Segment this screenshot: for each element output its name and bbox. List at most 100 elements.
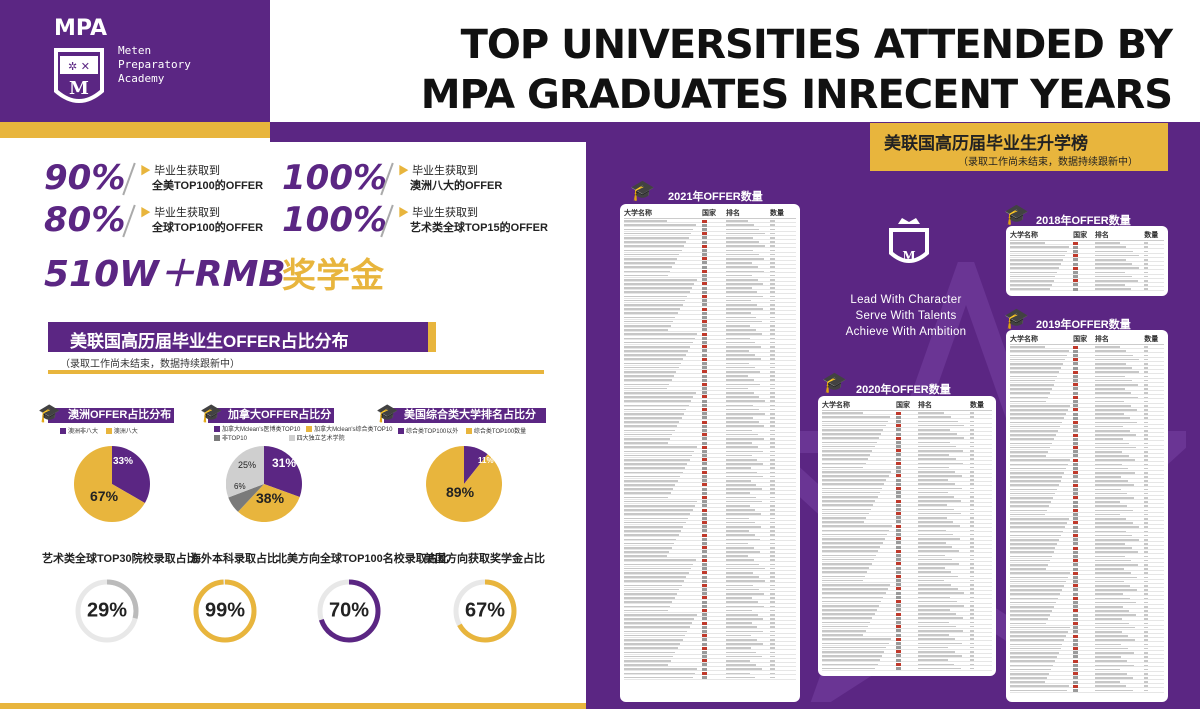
table-cell	[624, 529, 702, 532]
table-cell	[918, 604, 970, 607]
table-cell	[896, 595, 918, 599]
table-cell	[1094, 580, 1144, 583]
table-cell	[970, 512, 992, 515]
table-cell	[1094, 446, 1144, 449]
table-cell	[1144, 433, 1164, 436]
table-row	[822, 570, 992, 575]
table-row	[1010, 667, 1164, 672]
table-cell	[1144, 638, 1164, 642]
table-cell	[726, 525, 770, 528]
table-row	[1010, 550, 1164, 555]
table-row	[822, 411, 992, 416]
table-cell	[702, 642, 726, 646]
table-cell	[1144, 399, 1164, 403]
table-cell	[702, 320, 726, 324]
table-cell	[770, 550, 794, 553]
table-row	[1010, 349, 1164, 354]
table-cell	[1073, 554, 1095, 558]
table-cell	[970, 528, 992, 532]
table-cell	[822, 545, 896, 548]
table-cell	[970, 583, 992, 586]
table-cell	[822, 666, 896, 670]
pie-slice	[426, 446, 502, 522]
ring-value: 67%	[464, 599, 506, 622]
table-cell	[624, 571, 702, 574]
table-cell	[1010, 387, 1073, 390]
table-row	[822, 520, 992, 525]
table-cell	[1144, 542, 1164, 545]
stat-line-2: 全美TOP100的OFFER	[152, 180, 264, 192]
table-cell	[822, 558, 896, 561]
table-cell	[702, 529, 726, 533]
table-body	[1010, 345, 1164, 693]
table-cell	[970, 558, 992, 561]
table-cell	[918, 616, 970, 620]
table-row	[624, 232, 796, 236]
table-cell	[822, 424, 896, 427]
pie-label: 38%	[256, 490, 285, 506]
table-cell	[1010, 600, 1073, 604]
table-cell	[624, 399, 702, 402]
table-cell	[1094, 667, 1144, 671]
table-cell	[624, 592, 702, 595]
table-cell	[702, 613, 726, 617]
table-cell	[822, 583, 896, 586]
table-row	[624, 278, 796, 282]
table-row	[624, 629, 796, 634]
table-cell	[896, 486, 918, 490]
table-cell	[1094, 441, 1144, 445]
table-row	[1010, 437, 1164, 442]
table-cell	[918, 528, 970, 532]
table-cell	[624, 219, 702, 222]
table-cell	[770, 387, 794, 390]
table-cell	[770, 491, 794, 495]
table-cell	[1010, 266, 1073, 270]
table-cell	[770, 244, 794, 248]
progress-ring	[453, 579, 517, 643]
table-cell	[624, 516, 702, 520]
table-cell	[702, 596, 726, 600]
table-cell	[726, 650, 770, 654]
table-cell	[918, 625, 970, 628]
table-body	[1010, 241, 1164, 292]
table-cell	[702, 588, 726, 592]
table-cell	[896, 549, 918, 553]
table-row	[822, 512, 992, 516]
table-cell	[770, 366, 794, 369]
table-row	[624, 227, 796, 232]
pie-legend: 澳洲非八大 澳洲八大	[60, 426, 138, 435]
table-cell	[624, 462, 702, 465]
table-row	[624, 366, 796, 370]
pie-label: 25%	[238, 460, 257, 470]
table-cell	[702, 441, 726, 445]
table-row	[1010, 370, 1164, 375]
table-cell	[970, 662, 992, 666]
table-row	[1010, 676, 1164, 680]
table-cell	[1073, 588, 1095, 592]
table-cell	[726, 466, 770, 469]
table-row	[624, 495, 796, 500]
table-row	[624, 634, 796, 638]
table-row	[624, 299, 796, 303]
table-cell	[770, 596, 794, 599]
table-cell	[702, 500, 726, 504]
table-cell	[726, 219, 770, 222]
table-cell	[1094, 358, 1144, 361]
table-cell	[702, 650, 726, 654]
table-cell	[896, 470, 918, 474]
table-cell	[918, 545, 970, 548]
table-cell	[1144, 266, 1164, 270]
table-cell	[624, 232, 702, 235]
table-cell	[702, 558, 726, 562]
table-cell	[624, 261, 702, 264]
right-banner: 美联国高历届毕业生升学榜 （录取工作尚未结束，数据持续跟新中）	[870, 123, 1168, 171]
table-cell	[624, 634, 702, 637]
table-cell	[970, 666, 992, 670]
table-row	[1010, 270, 1164, 275]
table-cell	[918, 537, 970, 540]
table-cell	[1010, 425, 1073, 428]
table-cell	[702, 655, 726, 659]
table-cell	[896, 499, 918, 503]
table-cell	[1010, 571, 1073, 575]
table-row	[1010, 475, 1164, 479]
